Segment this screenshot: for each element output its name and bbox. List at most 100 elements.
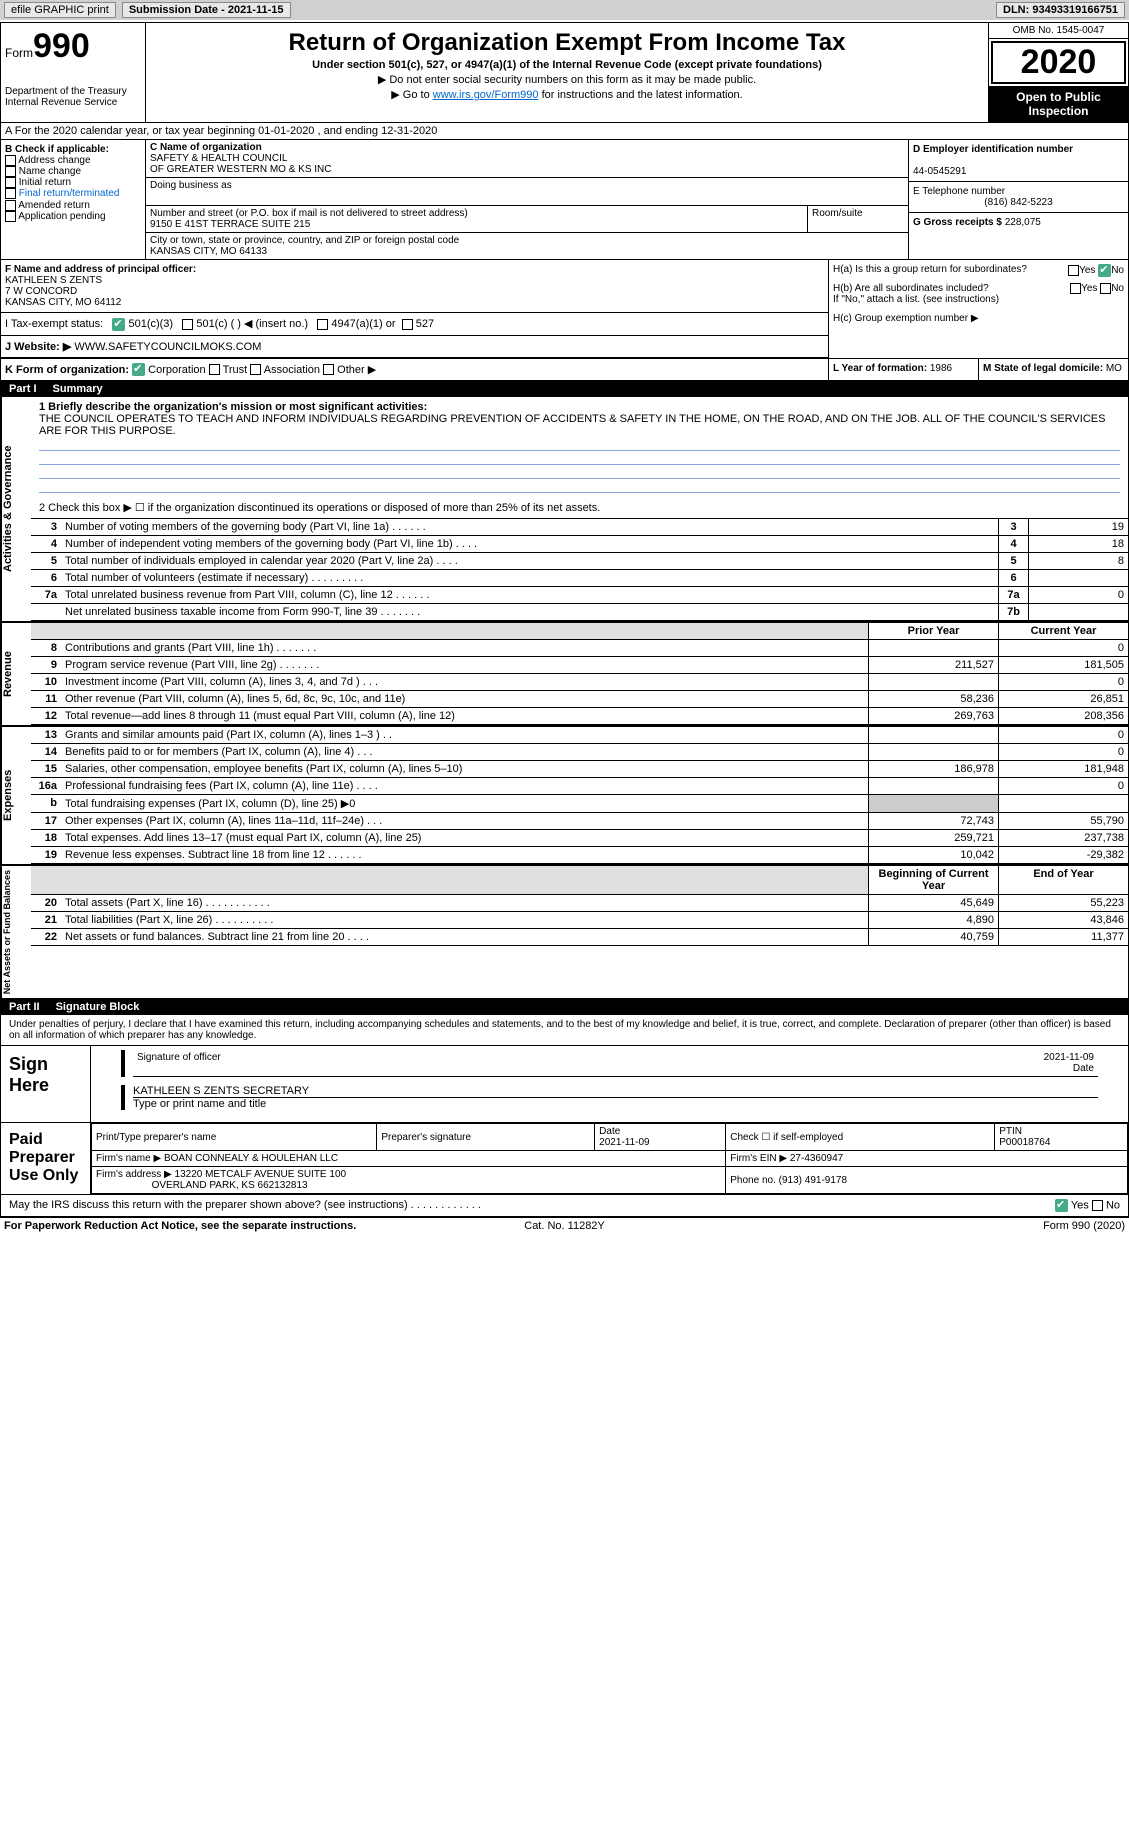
prior-year-val: 58,236 <box>868 691 998 707</box>
section-f-label: F Name and address of principal officer: <box>5 264 196 275</box>
prior-year-val: 269,763 <box>868 708 998 724</box>
efile-print-button[interactable]: efile GRAPHIC print <box>4 2 116 18</box>
q2-discontinued: 2 Check this box ▶ ☐ if the organization… <box>31 497 1128 519</box>
line-num: 20 <box>31 895 61 911</box>
cb-irs-yes[interactable] <box>1055 1199 1068 1212</box>
curr-year-val: 0 <box>998 727 1128 743</box>
line-num: 19 <box>31 847 61 863</box>
line-text: Program service revenue (Part VIII, line… <box>61 657 868 673</box>
line-val <box>1028 570 1128 586</box>
section-j-label: J Website: ▶ <box>5 341 71 353</box>
curr-year-val: 0 <box>998 778 1128 794</box>
line-text: Other revenue (Part VIII, column (A), li… <box>61 691 868 707</box>
cb-amended[interactable] <box>5 200 16 211</box>
curr-year-val: 26,851 <box>998 691 1128 707</box>
prior-year-val: 10,042 <box>868 847 998 863</box>
prior-year-val: 4,890 <box>868 912 998 928</box>
part1-num: Part I <box>9 383 37 395</box>
form-label: Form <box>5 46 33 60</box>
cb-501c3[interactable] <box>112 318 125 331</box>
prep-h3: Date <box>599 1126 620 1137</box>
prior-year-val <box>868 727 998 743</box>
line-text: Professional fundraising fees (Part IX, … <box>61 778 868 794</box>
section-c-label: C Name of organization <box>150 142 262 153</box>
prior-year-val: 259,721 <box>868 830 998 846</box>
irs-link[interactable]: www.irs.gov/Form990 <box>433 89 539 101</box>
line-num: 7a <box>31 587 61 603</box>
instr-ssn: ▶ Do not enter social security numbers o… <box>152 73 982 86</box>
ph-lbl: Phone no. <box>730 1175 776 1186</box>
cb-hb-no[interactable] <box>1100 283 1111 294</box>
line-num: 12 <box>31 708 61 724</box>
hdr-curr-year: Current Year <box>998 623 1128 639</box>
line-text: Net assets or fund balances. Subtract li… <box>61 929 868 945</box>
cb-other[interactable] <box>323 364 334 375</box>
hdr-end-year: End of Year <box>998 866 1128 894</box>
prior-year-val <box>868 674 998 690</box>
cb-ha-no[interactable] <box>1098 264 1111 277</box>
sig-intro: Under penalties of perjury, I declare th… <box>1 1015 1128 1046</box>
line-num: 11 <box>31 691 61 707</box>
year-formation: 1986 <box>930 363 952 374</box>
cb-initial-return[interactable] <box>5 177 16 188</box>
officer-name: KATHLEEN S ZENTS <box>5 275 102 286</box>
section-d-label: D Employer identification number <box>913 144 1073 155</box>
hdr-begin-year: Beginning of Current Year <box>868 866 998 894</box>
city-label: City or town, state or province, country… <box>150 235 459 246</box>
curr-year-val: 0 <box>998 744 1128 760</box>
line-num: 13 <box>31 727 61 743</box>
dba-label: Doing business as <box>150 180 232 191</box>
prior-year-val <box>868 640 998 656</box>
line-num: 9 <box>31 657 61 673</box>
cb-corp[interactable] <box>132 363 145 376</box>
prior-year-val: 186,978 <box>868 761 998 777</box>
cb-4947[interactable] <box>317 319 328 330</box>
cb-name-change[interactable] <box>5 166 16 177</box>
sig-date-label: Date <box>1073 1063 1094 1074</box>
cb-irs-no[interactable] <box>1092 1200 1103 1211</box>
line-text: Total liabilities (Part X, line 26) . . … <box>61 912 868 928</box>
room-label: Room/suite <box>808 206 908 232</box>
cb-address-change[interactable] <box>5 155 16 166</box>
may-irs-q: May the IRS discuss this return with the… <box>9 1199 1055 1212</box>
addr-lbl: Firm's address ▶ <box>96 1169 172 1180</box>
state-domicile: MO <box>1106 363 1122 374</box>
line-text: Contributions and grants (Part VIII, lin… <box>61 640 868 656</box>
form-title: Return of Organization Exempt From Incom… <box>152 29 982 57</box>
cb-501c[interactable] <box>182 319 193 330</box>
curr-year-val: 208,356 <box>998 708 1128 724</box>
cb-527[interactable] <box>402 319 413 330</box>
side-na: Net Assets or Fund Balances <box>1 866 31 998</box>
sig-date: 2021-11-09 <box>1044 1052 1094 1063</box>
line-num: 3 <box>31 519 61 535</box>
cb-final-return[interactable] <box>5 188 16 199</box>
cb-trust[interactable] <box>209 364 220 375</box>
line-num: b <box>31 795 61 812</box>
prior-year-val: 40,759 <box>868 929 998 945</box>
line-num: 18 <box>31 830 61 846</box>
curr-year-val: 237,738 <box>998 830 1128 846</box>
part2-num: Part II <box>9 1001 40 1013</box>
firm-lbl: Firm's name ▶ <box>96 1153 161 1164</box>
sig-name-label: Type or print name and title <box>133 1098 1098 1110</box>
prior-year-val: 45,649 <box>868 895 998 911</box>
line-text: Number of voting members of the governin… <box>61 519 998 535</box>
firm-phone: (913) 491-9178 <box>779 1175 847 1186</box>
prep-h1: Print/Type preparer's name <box>92 1124 377 1151</box>
line-val: 18 <box>1028 536 1128 552</box>
section-e-label: E Telephone number <box>913 186 1005 197</box>
cb-assoc[interactable] <box>250 364 261 375</box>
cb-app-pending[interactable] <box>5 211 16 222</box>
sig-name: KATHLEEN S ZENTS SECRETARY <box>133 1085 1098 1098</box>
prior-year-val <box>868 744 998 760</box>
line-text: Total assets (Part X, line 16) . . . . .… <box>61 895 868 911</box>
sig-officer-label: Signature of officer <box>133 1050 898 1076</box>
mission-label: 1 Briefly describe the organization's mi… <box>39 401 427 413</box>
line-box: 6 <box>998 570 1028 586</box>
line-num: 15 <box>31 761 61 777</box>
cb-ha-yes[interactable] <box>1068 265 1079 276</box>
mission-text: THE COUNCIL OPERATES TO TEACH AND INFORM… <box>39 413 1105 437</box>
line-num: 16a <box>31 778 61 794</box>
cb-hb-yes[interactable] <box>1070 283 1081 294</box>
part1-title: Summary <box>53 383 103 395</box>
